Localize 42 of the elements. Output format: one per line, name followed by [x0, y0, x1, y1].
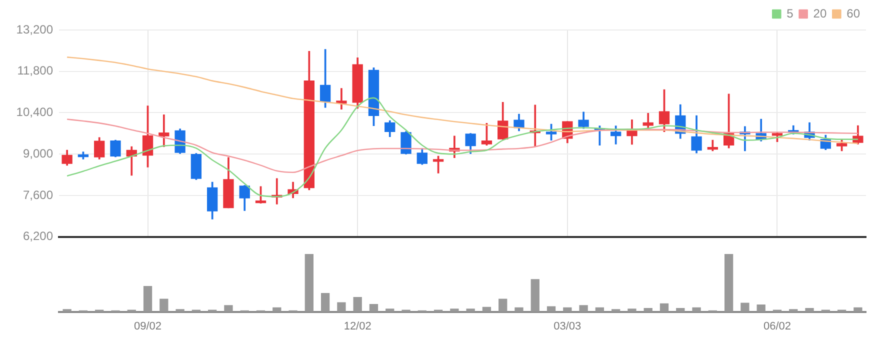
- bar: [62, 309, 72, 312]
- y-tick-label: 9,000: [22, 146, 54, 160]
- y-tick-label: 10,400: [16, 105, 54, 120]
- bar: [369, 304, 378, 312]
- bar: [628, 308, 636, 312]
- bar: [724, 254, 734, 312]
- bar: [176, 309, 184, 312]
- bar: [224, 305, 233, 312]
- bar: [143, 286, 152, 312]
- bar: [854, 307, 862, 312]
- legend-label: 20: [813, 6, 827, 20]
- y-tick-label: 13,200: [16, 22, 54, 36]
- bar: [514, 307, 524, 312]
- bar: [160, 298, 168, 312]
- bar: [692, 307, 701, 312]
- bar: [756, 304, 766, 312]
- bar: [466, 308, 475, 312]
- x-tick-label: 03/03: [554, 320, 582, 332]
- bar: [676, 308, 685, 312]
- bar: [789, 309, 798, 312]
- legend-label: 5: [786, 6, 794, 20]
- legend-label: 60: [846, 6, 860, 20]
- bar: [353, 297, 362, 312]
- bar: [320, 292, 330, 312]
- bar: [450, 308, 459, 312]
- bar: [660, 303, 669, 312]
- x-tick-label: 09/02: [134, 320, 162, 332]
- bar: [612, 309, 620, 312]
- bar: [579, 305, 588, 312]
- bar: [304, 254, 314, 312]
- y-tick-label: 7,600: [22, 188, 54, 202]
- bar: [498, 298, 508, 312]
- x-tick-label: 12/02: [344, 320, 372, 332]
- y-tick-label: 11,800: [17, 64, 54, 78]
- bar: [740, 302, 750, 312]
- x-tick-label: 06/02: [763, 320, 791, 332]
- bar: [530, 279, 540, 312]
- bar: [337, 302, 346, 312]
- y-tick-label: 6,200: [22, 229, 54, 244]
- bar: [386, 308, 394, 312]
- bar: [644, 308, 652, 312]
- bar: [805, 308, 814, 312]
